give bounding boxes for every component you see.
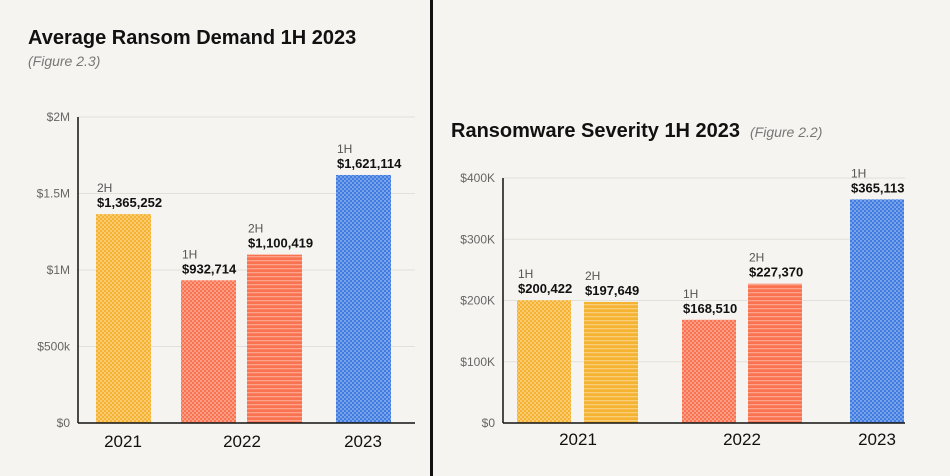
bar xyxy=(336,174,391,423)
bar-value-label: $932,714 xyxy=(182,261,237,276)
bar-half-label: 1H xyxy=(851,166,866,180)
y-tick-label: $300K xyxy=(460,232,495,246)
x-tick-label: 2023 xyxy=(344,432,382,451)
bar xyxy=(850,199,904,423)
chart-subtitle: (Figure 2.2) xyxy=(750,124,822,140)
bar-half-label: 2H xyxy=(585,269,600,283)
y-tick-label: $0 xyxy=(482,416,496,430)
bar-value-label: $227,370 xyxy=(749,265,803,280)
bar-half-label: 2H xyxy=(248,222,263,236)
bar xyxy=(96,214,151,423)
x-tick-label: 2021 xyxy=(559,430,597,449)
bar xyxy=(517,300,571,423)
y-tick-label: $100K xyxy=(460,355,495,369)
bar-half-label: 2H xyxy=(97,181,112,195)
chart-title: Average Ransom Demand 1H 2023 xyxy=(28,27,356,49)
x-tick-label: 2021 xyxy=(104,432,142,451)
bar-half-label: 1H xyxy=(182,247,197,261)
bar-value-label: $200,422 xyxy=(518,281,572,296)
y-tick-label: $0 xyxy=(57,416,71,430)
bar-half-label: 1H xyxy=(518,267,533,281)
bar-half-label: 2H xyxy=(749,251,764,265)
y-tick-label: $500k xyxy=(37,340,71,354)
y-tick-label: $1M xyxy=(47,263,70,277)
x-tick-label: 2022 xyxy=(223,432,261,451)
chart-title: Ransomware Severity 1H 2023 xyxy=(451,120,740,142)
x-tick-label: 2023 xyxy=(858,430,896,449)
y-tick-label: $2M xyxy=(47,110,70,124)
bar-value-label: $1,621,114 xyxy=(337,156,402,171)
bar xyxy=(748,283,802,423)
divider xyxy=(430,0,433,476)
bar-value-label: $1,365,252 xyxy=(97,195,162,210)
bar-half-label: 1H xyxy=(337,142,352,156)
bar-value-label: $1,100,419 xyxy=(248,236,313,251)
bar-half-label: 1H xyxy=(683,287,698,301)
bar xyxy=(682,319,736,423)
bar-value-label: $168,510 xyxy=(683,301,737,316)
y-tick-label: $1.5M xyxy=(37,187,70,201)
y-tick-label: $200K xyxy=(460,294,495,308)
y-tick-label: $400K xyxy=(460,171,495,185)
bar xyxy=(247,254,302,423)
bar-value-label: $197,649 xyxy=(585,283,639,298)
chart-subtitle: (Figure 2.3) xyxy=(28,53,100,69)
x-tick-label: 2022 xyxy=(723,430,761,449)
bar-value-label: $365,113 xyxy=(851,180,905,195)
bar xyxy=(181,280,236,423)
bar xyxy=(584,301,638,423)
